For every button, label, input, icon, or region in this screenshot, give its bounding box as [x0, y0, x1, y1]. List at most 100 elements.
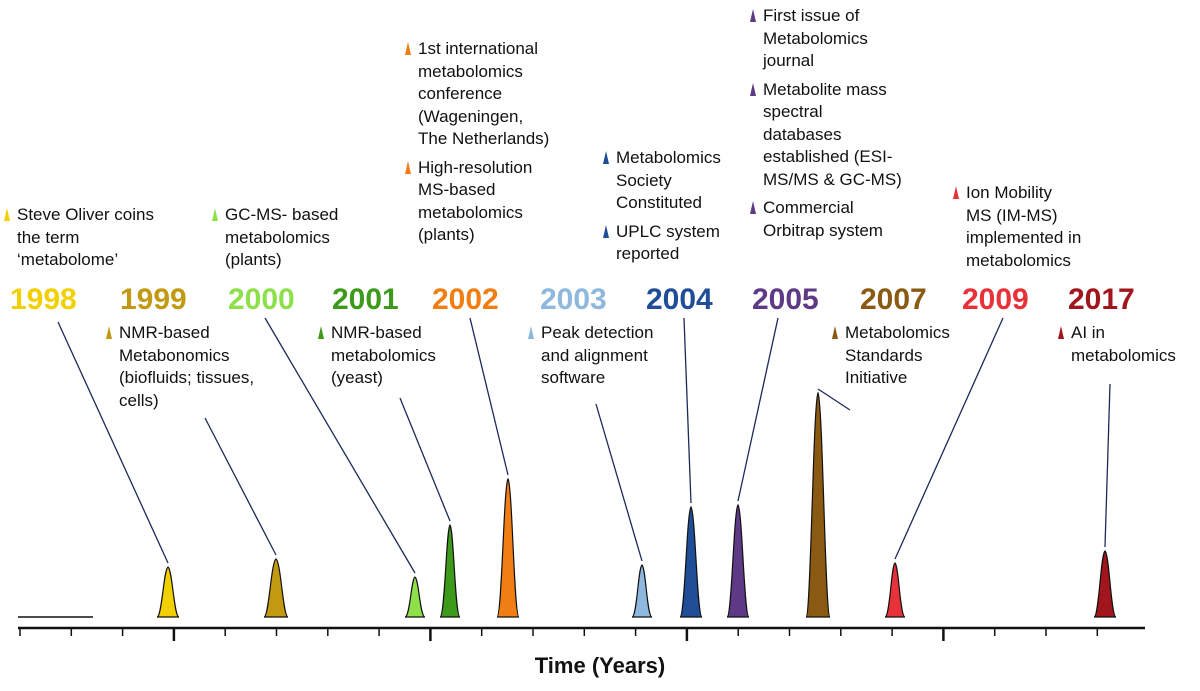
triangle-marker-icon	[106, 326, 112, 339]
milestone-text-line: Standards	[845, 345, 923, 365]
peak-1998	[156, 566, 180, 618]
annotation-2001: NMR-based metabolomics (yeast)	[318, 322, 436, 390]
annotation-2002: 1st international metabolomics conference (…	[405, 38, 549, 247]
milestone-text-line: (Wageningen,	[418, 106, 524, 126]
triangle-marker-icon	[528, 326, 534, 339]
milestone-text-line: Initiative	[845, 368, 908, 387]
triangle-marker-icon	[603, 224, 609, 238]
milestone-item: GC-MS- based metabolomics (plants)	[212, 204, 338, 272]
triangle-marker-icon	[318, 326, 324, 339]
milestone-item: AI in metabolomics	[1058, 322, 1176, 367]
triangle-marker-icon	[603, 151, 609, 164]
leader-line-2002	[469, 317, 509, 476]
milestone-text-line: metabolomics	[331, 345, 436, 365]
milestone-text-line: MS-based	[418, 180, 496, 199]
leader-line-1999	[204, 417, 277, 556]
annotation-2004: Metabolomics Society Constituted UPLC syste…	[603, 147, 721, 266]
milestone-text-line: metabolomics	[418, 61, 523, 81]
chromatogram-peaks	[156, 391, 1117, 618]
milestone-text-line: implemented in	[966, 228, 1082, 247]
leader-line-2007	[817, 388, 851, 411]
annotation-2000: GC-MS- based metabolomics (plants)	[212, 204, 338, 272]
leader-line-2009	[894, 317, 1004, 560]
milestone-text-line: Commercial	[763, 198, 854, 217]
milestone-text-line: First issue of	[763, 6, 860, 25]
milestone-text-line: established (ESI-	[763, 147, 893, 166]
triangle-marker-icon	[405, 160, 411, 174]
triangle-marker-icon	[832, 326, 838, 339]
milestone-text-line: conference	[418, 84, 503, 103]
milestone-item: First issue of Metabolomics journal	[750, 5, 902, 73]
peak-2002	[496, 477, 520, 618]
milestone-text-line: Ion Mobility	[966, 183, 1052, 202]
milestone-text-line: Metabolomics	[616, 148, 721, 167]
milestone-text-line: MS/MS & GC-MS)	[763, 169, 902, 189]
year-label-2007: 2007	[860, 283, 927, 316]
triangle-marker-icon	[4, 208, 10, 221]
triangle-marker-icon	[212, 208, 218, 221]
milestone-text-line: (biofluids; tissues,	[119, 368, 255, 387]
milestone-text-line: Metabolomics	[845, 323, 950, 342]
milestone-text-line: AI in	[1071, 323, 1106, 342]
leader-line-1998	[57, 321, 169, 564]
triangle-marker-icon	[405, 42, 411, 55]
milestone-text-line: Metabolite mass	[763, 79, 887, 99]
annotation-2009: Ion Mobility MS (IM-MS) implemented in meta…	[953, 182, 1081, 272]
milestone-text-line: metabolomics	[225, 227, 330, 247]
peak-1999	[263, 558, 289, 618]
milestone-item: Metabolomics Standards Initiative	[832, 322, 950, 390]
year-label-1999: 1999	[120, 283, 187, 316]
milestone-text-line: metabolomics	[966, 250, 1071, 270]
peak-2009	[884, 562, 906, 618]
triangle-marker-icon	[750, 201, 756, 214]
year-label-2001: 2001	[332, 283, 399, 316]
year-label-2017: 2017	[1068, 283, 1135, 316]
year-label-2003: 2003	[540, 283, 607, 316]
milestone-text-line: (plants)	[418, 225, 475, 244]
year-label-2009: 2009	[962, 283, 1029, 316]
year-label-2002: 2002	[432, 283, 499, 316]
triangle-marker-icon	[953, 186, 959, 199]
peak-2017	[1093, 550, 1117, 618]
x-axis-title: Time (Years)	[534, 653, 666, 678]
milestone-item: Ion Mobility MS (IM-MS) implemented in meta…	[953, 182, 1081, 272]
milestone-item: High-resolution MS-based metabolomics (plan…	[405, 157, 549, 247]
milestone-text-line: Metabolomics	[763, 28, 868, 48]
milestone-text-line: (plants)	[225, 250, 282, 269]
leader-line-2005	[737, 317, 779, 502]
leader-line-2017	[1104, 383, 1111, 548]
leader-line-2000	[264, 317, 416, 574]
milestone-text-line: the term	[17, 227, 80, 247]
triangle-marker-icon	[750, 9, 756, 22]
milestone-text-line: metabolomics	[418, 202, 523, 222]
leader-line-2001	[399, 397, 451, 522]
leader-line-2004	[683, 317, 692, 504]
milestone-text-line: 1st international	[418, 39, 539, 58]
milestone-item: NMR-based Metabonomics (biofluids; tissues…	[106, 322, 254, 412]
milestone-item: Metabolite mass spectral databases establis…	[750, 79, 902, 192]
milestone-text-line: NMR-based	[119, 323, 210, 342]
milestone-text-line: Constituted	[616, 193, 702, 212]
annotation-2003: Peak detection and alignment software	[528, 322, 653, 390]
milestone-text-line: Metabonomics	[119, 345, 230, 365]
peak-2000	[404, 576, 426, 618]
annotation-1999: NMR-based Metabonomics (biofluids; tissues…	[106, 322, 254, 412]
triangle-marker-icon	[1058, 326, 1064, 339]
time-axis	[18, 626, 1145, 641]
milestone-text-line: Peak detection	[541, 323, 654, 342]
triangle-marker-icon	[750, 82, 756, 96]
milestone-text-line: databases	[763, 124, 842, 144]
milestone-text-line: GC-MS- based	[225, 205, 339, 224]
milestone-text-line: and alignment	[541, 345, 648, 365]
milestone-item: NMR-based metabolomics (yeast)	[318, 322, 436, 390]
milestone-text-line: UPLC system	[616, 221, 720, 241]
milestone-text-line: metabolomics	[1071, 345, 1176, 365]
milestone-item: Steve Oliver coins the term ‘metabolome’	[4, 204, 154, 272]
peak-2003	[631, 564, 653, 618]
milestone-text-line: High-resolution	[418, 157, 533, 177]
milestone-text-line: software	[541, 368, 606, 387]
peak-2004	[679, 506, 703, 618]
milestone-text-line: journal	[763, 51, 815, 70]
milestone-text-line: NMR-based	[331, 323, 422, 342]
